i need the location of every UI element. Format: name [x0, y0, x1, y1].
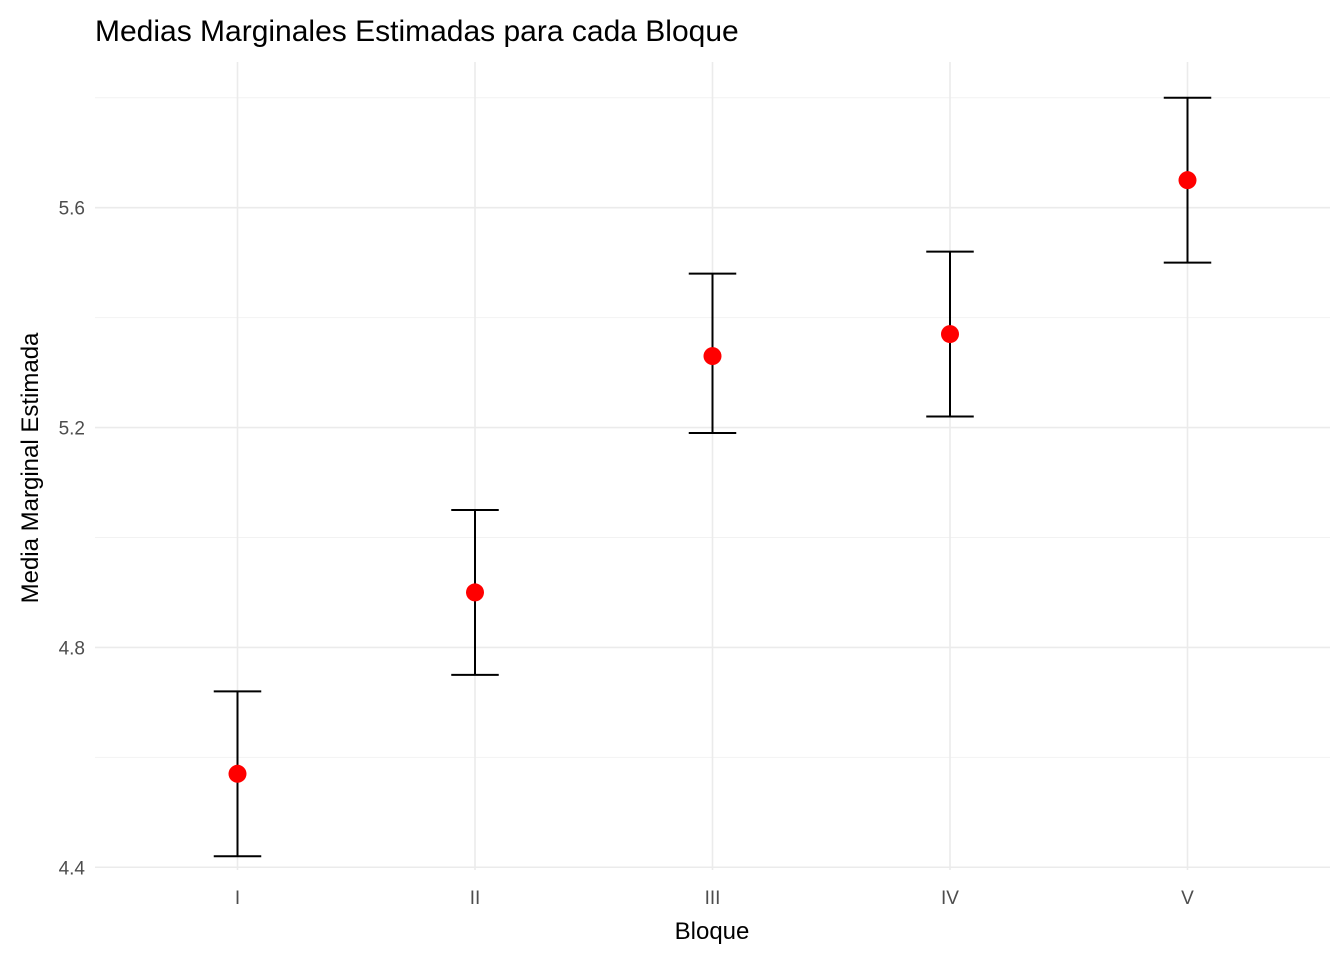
- data-point: [466, 583, 484, 602]
- y-axis-title: Media Marginal Estimada: [17, 332, 44, 603]
- x-tick-label: IV: [941, 888, 959, 909]
- x-tick-label: II: [470, 888, 481, 909]
- chart-title: Medias Marginales Estimadas para cada Bl…: [95, 15, 739, 48]
- y-tick-label: 4.8: [59, 638, 85, 659]
- y-axis-ticks: 4.4 4.8 5.2 5.6: [59, 199, 86, 880]
- x-tick-label: I: [235, 888, 240, 909]
- y-tick-label: 4.4: [59, 858, 86, 879]
- x-tick-label: V: [1181, 888, 1194, 909]
- grid: [95, 62, 1330, 870]
- x-tick-label: III: [705, 888, 721, 909]
- data-point: [228, 764, 247, 783]
- data-points: [228, 171, 1197, 783]
- data-point: [703, 347, 722, 366]
- x-axis-ticks: I II III IV V: [235, 888, 1194, 909]
- y-tick-label: 5.2: [59, 419, 85, 440]
- data-point: [941, 325, 959, 344]
- data-point: [1178, 171, 1197, 190]
- y-tick-label: 5.6: [59, 199, 85, 220]
- x-axis-title: Bloque: [675, 918, 750, 945]
